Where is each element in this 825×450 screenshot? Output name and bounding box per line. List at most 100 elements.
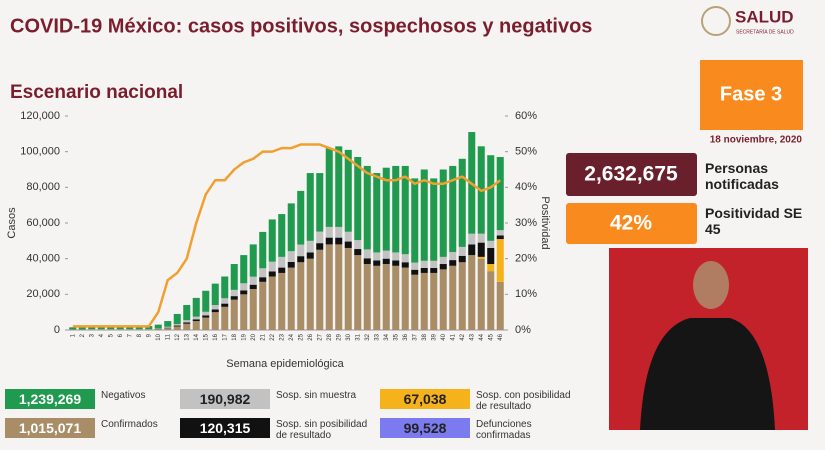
bar-segment [401,165,409,255]
y2-tick-label: 60% [515,110,537,122]
y2-tick-label: 40% [515,181,537,193]
bar-segment [145,329,153,330]
bar-segment [183,320,191,323]
bar-segment [173,313,181,325]
bar-segment [344,149,352,232]
bar-segment [278,256,286,268]
legend-total: 99,528 [380,418,470,438]
bar-segment [363,264,371,330]
bar-segment [240,255,248,284]
bar-segment [468,244,476,256]
y2-tick-label: 10% [515,288,537,300]
bar-segment [116,329,124,330]
bar-segment [164,326,172,328]
y2-tick-label: 20% [515,253,537,265]
legend-total: 67,038 [380,389,470,409]
logo-emblem [701,6,731,36]
bar-segment [439,169,447,257]
x-tick-label: 26 [308,333,314,340]
notified-box [566,153,697,196]
bar-segment [278,267,286,273]
x-tick-label: 6 [118,333,124,337]
bar-segment [382,250,390,259]
bar-segment [240,283,248,291]
notified-label: Personas notificadas [705,160,779,192]
bar-segment [325,237,333,245]
bar-segment [496,235,504,240]
bar-segment [477,256,485,259]
bar-segment [439,264,447,270]
bar-segment [449,265,457,330]
logo: SALUD [735,7,794,26]
bar-segment [183,323,191,330]
bar-segment [221,298,229,304]
bar-segment [458,158,466,247]
x-tick-label: 10 [156,333,162,340]
y-tick-label: 120,000 [20,110,60,122]
x-tick-label: 15 [203,333,209,340]
bar-segment [173,325,181,327]
bar-segment [221,303,229,307]
x-tick-label: 43 [469,333,475,340]
bar-segment [202,311,210,316]
bar-segment [354,249,362,256]
bar-segment [420,272,428,330]
bar-segment [211,283,219,306]
bar-segment [477,258,485,330]
bar-segment [107,329,115,330]
x-tick-label: 7 [127,333,133,337]
bar-segment [173,324,181,326]
bar-segment [344,231,352,242]
bar-segment [325,226,333,238]
y2-tick-label: 30% [515,217,537,229]
bar-segment [164,328,172,330]
x-tick-label: 8 [137,333,143,337]
x-tick-label: 33 [374,333,380,340]
bar-segment [382,258,390,265]
positivity-label: Positividad SE 45 [705,205,803,237]
bar-segment [363,258,371,265]
bar-segment [278,272,286,330]
bar-segment [335,146,343,227]
x-tick-label: 9 [146,333,152,337]
bar-segment [297,190,305,245]
bar-segment [316,249,324,330]
x-tick-label: 28 [327,333,333,340]
y-tick-label: 20,000 [26,288,60,300]
bar-segment [230,289,238,297]
y-tick-label: 40,000 [26,253,60,265]
bar-segment [249,284,257,289]
x-tick-label: 46 [498,333,504,340]
bar-segment [192,316,200,320]
subtitle: Escenario nacional [10,82,183,103]
x-tick-label: 25 [298,333,304,340]
bar-segment [183,305,191,321]
legend-label: Negativos [101,390,146,401]
bar-segment [173,326,181,330]
x-tick-label: 17 [222,333,228,340]
bar-segment [259,281,267,330]
bar-segment [88,329,96,330]
bar-segment [430,267,438,273]
bar-segment [316,231,324,244]
bar-segment [126,329,134,330]
y-tick-label: 100,000 [20,146,60,158]
bar-segment [449,252,457,261]
x-tick-label: 29 [336,333,342,340]
x-tick-label: 27 [317,333,323,340]
positivity: 42% [610,212,652,235]
x-tick-label: 11 [165,333,171,340]
bar-segment [411,274,419,330]
bar-segment [211,309,219,313]
x-tick-label: 22 [270,333,276,340]
bar-segment [316,243,324,250]
bar-segment [211,312,219,330]
x-tick-label: 32 [365,333,371,340]
bar-segment [202,317,210,330]
bar-segment [382,167,390,251]
interpreter [640,318,775,430]
x-tick-label: 12 [175,333,181,340]
bar-segment [458,246,466,256]
bar-segment [373,173,381,253]
